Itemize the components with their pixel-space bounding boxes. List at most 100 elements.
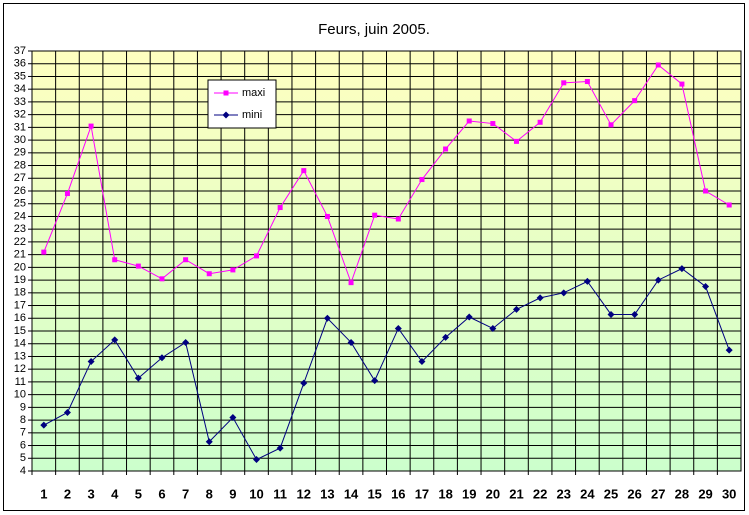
y-tick-label: 20 — [14, 261, 26, 273]
marker — [88, 123, 94, 129]
marker — [205, 438, 213, 446]
y-tick-label: 14 — [14, 338, 26, 350]
y-tick-label: 17 — [14, 299, 26, 311]
y-tick-label: 35 — [14, 70, 26, 82]
y-tick-label: 4 — [20, 465, 26, 477]
y-tick-label: 32 — [14, 109, 26, 121]
x-tick-label: 27 — [651, 486, 665, 501]
y-tick-label: 27 — [14, 172, 26, 184]
x-tick-label: 18 — [438, 486, 452, 501]
marker — [41, 249, 47, 255]
y-tick-label: 6 — [20, 439, 26, 451]
y-tick-label: 5 — [20, 452, 26, 464]
marker — [183, 257, 189, 263]
legend: maxi mini — [207, 79, 277, 129]
marker — [632, 98, 638, 104]
marker — [678, 265, 686, 273]
marker — [703, 188, 709, 194]
marker — [40, 421, 48, 429]
y-tick-label: 21 — [14, 249, 26, 261]
marker — [323, 314, 331, 322]
marker — [87, 358, 95, 366]
marker — [442, 333, 450, 341]
grid: 4567891011121314151617181920212223242526… — [14, 45, 741, 501]
marks — [40, 62, 733, 464]
y-tick-label: 16 — [14, 312, 26, 324]
y-tick-label: 26 — [14, 185, 26, 197]
marker — [159, 276, 165, 282]
x-tick-label: 2 — [64, 486, 71, 501]
marker — [348, 280, 354, 286]
marker — [158, 354, 166, 362]
marker — [489, 324, 497, 332]
marker — [134, 374, 142, 382]
y-tick-label: 9 — [20, 401, 26, 413]
y-tick-label: 33 — [14, 96, 26, 108]
marker — [631, 310, 639, 318]
x-tick-label: 23 — [557, 486, 571, 501]
marker — [112, 257, 118, 263]
marker — [254, 253, 260, 259]
marker — [725, 346, 733, 354]
marker — [536, 294, 544, 302]
marker — [679, 81, 685, 87]
y-tick-label: 11 — [15, 376, 26, 388]
legend-label: mini — [242, 109, 262, 121]
y-tick-label: 10 — [14, 389, 26, 401]
marker — [466, 118, 472, 124]
y-tick-label: 24 — [14, 210, 26, 222]
y-tick-label: 36 — [14, 58, 26, 70]
x-tick-label: 29 — [698, 486, 712, 501]
x-tick-label: 30 — [722, 486, 736, 501]
x-tick-label: 28 — [675, 486, 689, 501]
y-tick-label: 23 — [14, 223, 26, 235]
x-tick-label: 7 — [182, 486, 189, 501]
marker — [608, 122, 614, 128]
y-tick-label: 7 — [20, 427, 26, 439]
marker — [230, 267, 236, 273]
marker — [465, 313, 473, 321]
x-tick-label: 20 — [486, 486, 500, 501]
marker — [372, 212, 378, 218]
marker — [63, 408, 71, 416]
marker — [560, 289, 568, 297]
x-tick-label: 19 — [462, 486, 476, 501]
y-tick-label: 29 — [14, 147, 26, 159]
marker — [419, 177, 425, 183]
x-tick-label: 5 — [135, 486, 142, 501]
marker — [654, 276, 662, 284]
marker — [702, 282, 710, 290]
y-tick-label: 34 — [14, 83, 26, 95]
x-tick-label: 9 — [229, 486, 236, 501]
y-tick-label: 28 — [14, 159, 26, 171]
x-tick-label: 11 — [273, 486, 287, 501]
x-tick-label: 13 — [320, 486, 334, 501]
x-tick-label: 3 — [87, 486, 94, 501]
legend-box — [207, 79, 277, 129]
x-tick-label: 22 — [533, 486, 547, 501]
x-tick-label: 17 — [415, 486, 429, 501]
marker — [347, 338, 355, 346]
marker — [135, 263, 141, 269]
legend-label: maxi — [242, 87, 265, 99]
x-tick-label: 10 — [249, 486, 263, 501]
marker — [583, 277, 591, 285]
marker — [300, 379, 308, 387]
marker — [229, 414, 237, 422]
y-tick-label: 22 — [14, 236, 26, 248]
marker — [512, 305, 520, 313]
marker — [111, 336, 119, 344]
y-tick-label: 18 — [14, 287, 26, 299]
series-line — [43, 268, 730, 461]
marker — [726, 202, 732, 208]
marker — [584, 79, 590, 85]
x-tick-label: 26 — [627, 486, 641, 501]
y-tick-label: 30 — [14, 134, 26, 146]
marker — [537, 119, 543, 125]
x-tick-label: 1 — [40, 486, 47, 501]
marker — [223, 90, 229, 96]
y-tick-label: 15 — [14, 325, 26, 337]
marker — [655, 62, 661, 68]
marker — [443, 146, 449, 152]
